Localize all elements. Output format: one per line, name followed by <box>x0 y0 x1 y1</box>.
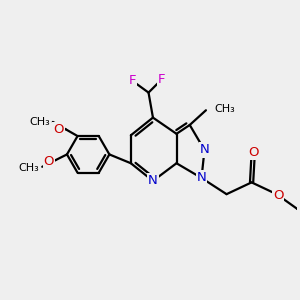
Text: N: N <box>148 174 158 188</box>
Text: F: F <box>129 74 136 87</box>
Text: CH₃: CH₃ <box>29 117 50 127</box>
Text: N: N <box>200 143 209 157</box>
Text: N: N <box>197 172 206 184</box>
Text: CH₃: CH₃ <box>19 163 39 173</box>
Text: O: O <box>44 155 54 168</box>
Text: O: O <box>248 146 258 159</box>
Text: O: O <box>53 123 64 136</box>
Text: F: F <box>158 73 166 86</box>
Text: CH₃: CH₃ <box>214 104 235 114</box>
Text: O: O <box>273 189 283 202</box>
